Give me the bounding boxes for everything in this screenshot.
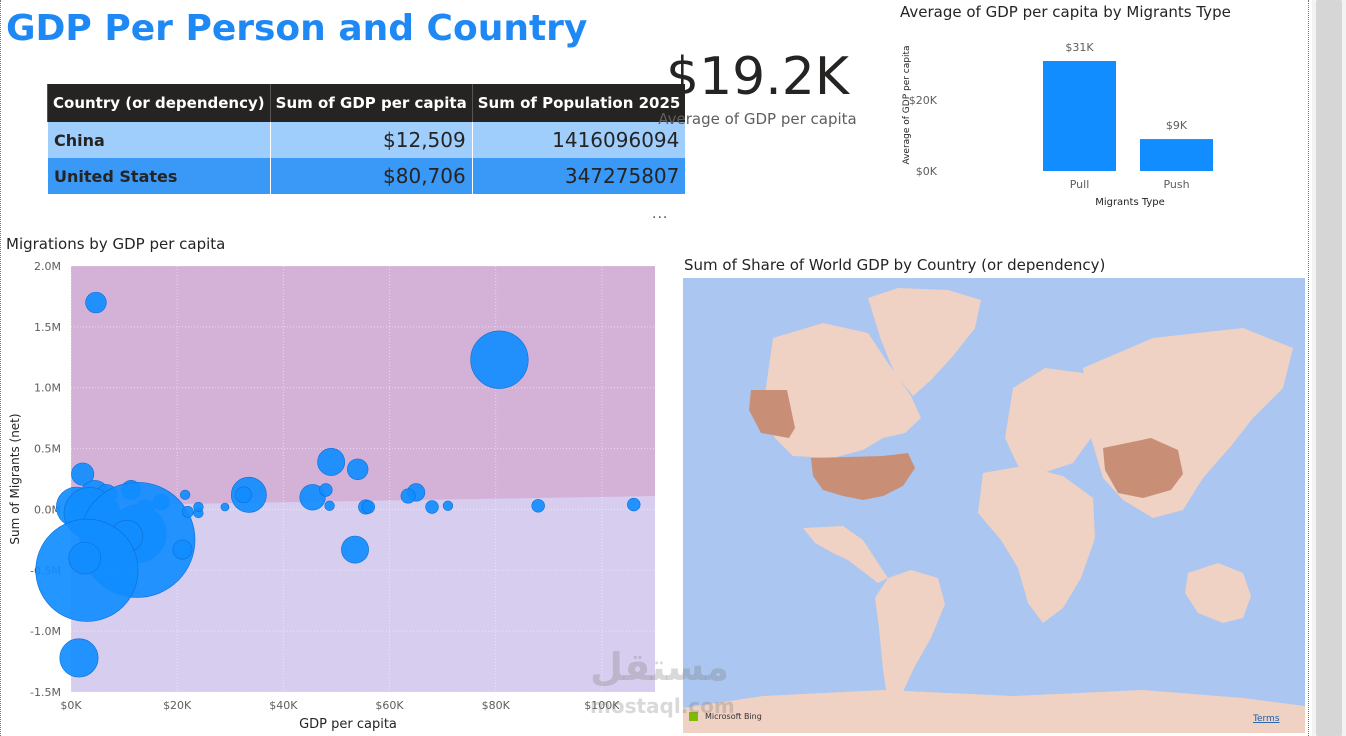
south-america-region[interactable] [875, 570, 945, 703]
scatter-ytick-label: 1.0M [34, 382, 61, 395]
scatter-point[interactable] [59, 638, 99, 678]
scatter-point[interactable] [319, 483, 333, 497]
page-left-border [0, 0, 2, 736]
australia-region[interactable] [1185, 563, 1251, 623]
scatter-ytick-label: 1.5M [34, 321, 61, 334]
table-row[interactable]: United States $80,706 347275807 [47, 158, 686, 194]
world-map[interactable]: Microsoft Bing Terms [683, 278, 1305, 733]
scatter-point[interactable] [299, 484, 326, 511]
map-country-china[interactable] [1103, 438, 1183, 498]
scatter-ytick-label: 2.0M [34, 260, 61, 273]
scatter-point[interactable] [627, 497, 641, 512]
scatter-point[interactable] [442, 500, 454, 511]
bar-yaxis-label: Average of GDP per capita [902, 45, 912, 164]
kpi-value: $19.2K [666, 47, 849, 107]
table-cell-country: United States [47, 158, 271, 194]
antarctica-region[interactable] [683, 690, 1305, 733]
canada-region[interactable] [763, 323, 921, 458]
europe-region[interactable] [1005, 368, 1098, 473]
bar-ytick-label: $0K [916, 165, 938, 178]
scatter-point[interactable] [180, 489, 191, 500]
table-cell-gdp: $80,706 [269, 158, 473, 194]
scatter-point[interactable] [531, 499, 545, 513]
table-row[interactable]: China $12,509 1416096094 [47, 122, 686, 158]
table-header-row: Country (or dependency) Sum of GDP per c… [47, 84, 686, 122]
scatter-point[interactable] [85, 291, 107, 314]
bar-data-label: $9K [1166, 119, 1188, 132]
bar-category-label: Pull [1070, 178, 1090, 191]
scatter-point[interactable] [181, 505, 194, 518]
kpi-card[interactable]: $19.2K Average of GDP per capita [655, 46, 860, 128]
scatter-xtick-label: $100K [584, 699, 620, 712]
map-terms-link[interactable]: Terms [1252, 714, 1280, 724]
more-options-icon[interactable]: ... [652, 206, 669, 222]
page-scrollbar[interactable] [1316, 0, 1342, 736]
scatter-point[interactable] [341, 535, 369, 564]
scatter-xtick-label: $20K [163, 699, 192, 712]
page-title: GDP Per Person and Country [6, 8, 588, 49]
scatter-ytick-label: -1.0M [30, 625, 61, 638]
scatter-band-above [71, 266, 655, 506]
bing-logo-icon [689, 712, 698, 721]
table-cell-population: 1416096094 [471, 122, 686, 158]
bar-category-label: Push [1163, 178, 1189, 191]
column-header-gdp[interactable]: Sum of GDP per capita [269, 84, 473, 122]
scatter-xtick-label: $80K [482, 699, 511, 712]
scatter-yaxis-label: Sum of Migrants (net) [8, 413, 22, 544]
scatter-point[interactable] [235, 486, 252, 504]
column-header-country[interactable]: Country (or dependency) [47, 84, 271, 122]
scatter-point[interactable] [68, 541, 102, 575]
greenland-region[interactable] [868, 288, 981, 396]
table-cell-country: China [47, 122, 271, 158]
scatter-point[interactable] [361, 500, 376, 514]
scatter-xtick-label: $40K [269, 699, 298, 712]
scatter-point[interactable] [71, 462, 95, 486]
scatter-point[interactable] [172, 539, 193, 560]
bar-ytick-label: $20K [909, 94, 938, 107]
map-bing-label: Microsoft Bing [705, 712, 762, 721]
table-cell-population: 347275807 [471, 158, 686, 194]
scatter-point[interactable] [220, 502, 230, 512]
bar-pull[interactable] [1043, 61, 1116, 171]
scatter-point[interactable] [324, 500, 335, 511]
scatter-point[interactable] [425, 500, 439, 514]
scatter-xaxis-label: GDP per capita [299, 717, 397, 732]
bar-chart-title: Average of GDP per capita by Migrants Ty… [900, 3, 1231, 21]
scatter-ytick-label: 0.0M [34, 503, 61, 516]
map-country-united-states[interactable] [811, 453, 915, 500]
bar-push[interactable] [1140, 139, 1213, 171]
bar-xaxis-label: Migrants Type [1095, 197, 1165, 208]
watermark-url: mostaql.com [590, 694, 735, 718]
scatter-point[interactable] [346, 458, 369, 480]
scatter-chart-title: Migrations by GDP per capita [6, 235, 226, 253]
scatter-point[interactable] [193, 501, 204, 513]
kpi-label: Average of GDP per capita [658, 110, 857, 128]
scatter-chart[interactable]: $0K $20K $40K $60K $80K $100K 2.0M 1.5M 1.0M 0.5M… [0, 236, 676, 736]
mexico-central-america-region[interactable] [803, 526, 888, 583]
column-header-population[interactable]: Sum of Population 2025 [471, 84, 686, 122]
scatter-point[interactable] [470, 330, 529, 389]
watermark-logo-text: مستقل [590, 645, 729, 689]
scatter-ytick-label: -1.5M [30, 686, 61, 699]
scatter-point[interactable] [317, 448, 346, 476]
page-right-border [1308, 0, 1310, 736]
country-table[interactable]: Country (or dependency) Sum of GDP per c… [47, 84, 686, 194]
scatter-point[interactable] [400, 488, 416, 504]
bar-data-label: $31K [1065, 41, 1094, 54]
africa-region[interactable] [978, 466, 1095, 623]
scatter-xtick-label: $60K [375, 699, 404, 712]
scatter-xtick-label: $0K [60, 699, 82, 712]
table-cell-gdp: $12,509 [269, 122, 473, 158]
map-title: Sum of Share of World GDP by Country (or… [684, 256, 1106, 274]
scatter-ytick-label: 0.5M [34, 443, 61, 456]
map-highlighted-countries [749, 390, 1183, 500]
map-country-alaska[interactable] [749, 390, 795, 438]
